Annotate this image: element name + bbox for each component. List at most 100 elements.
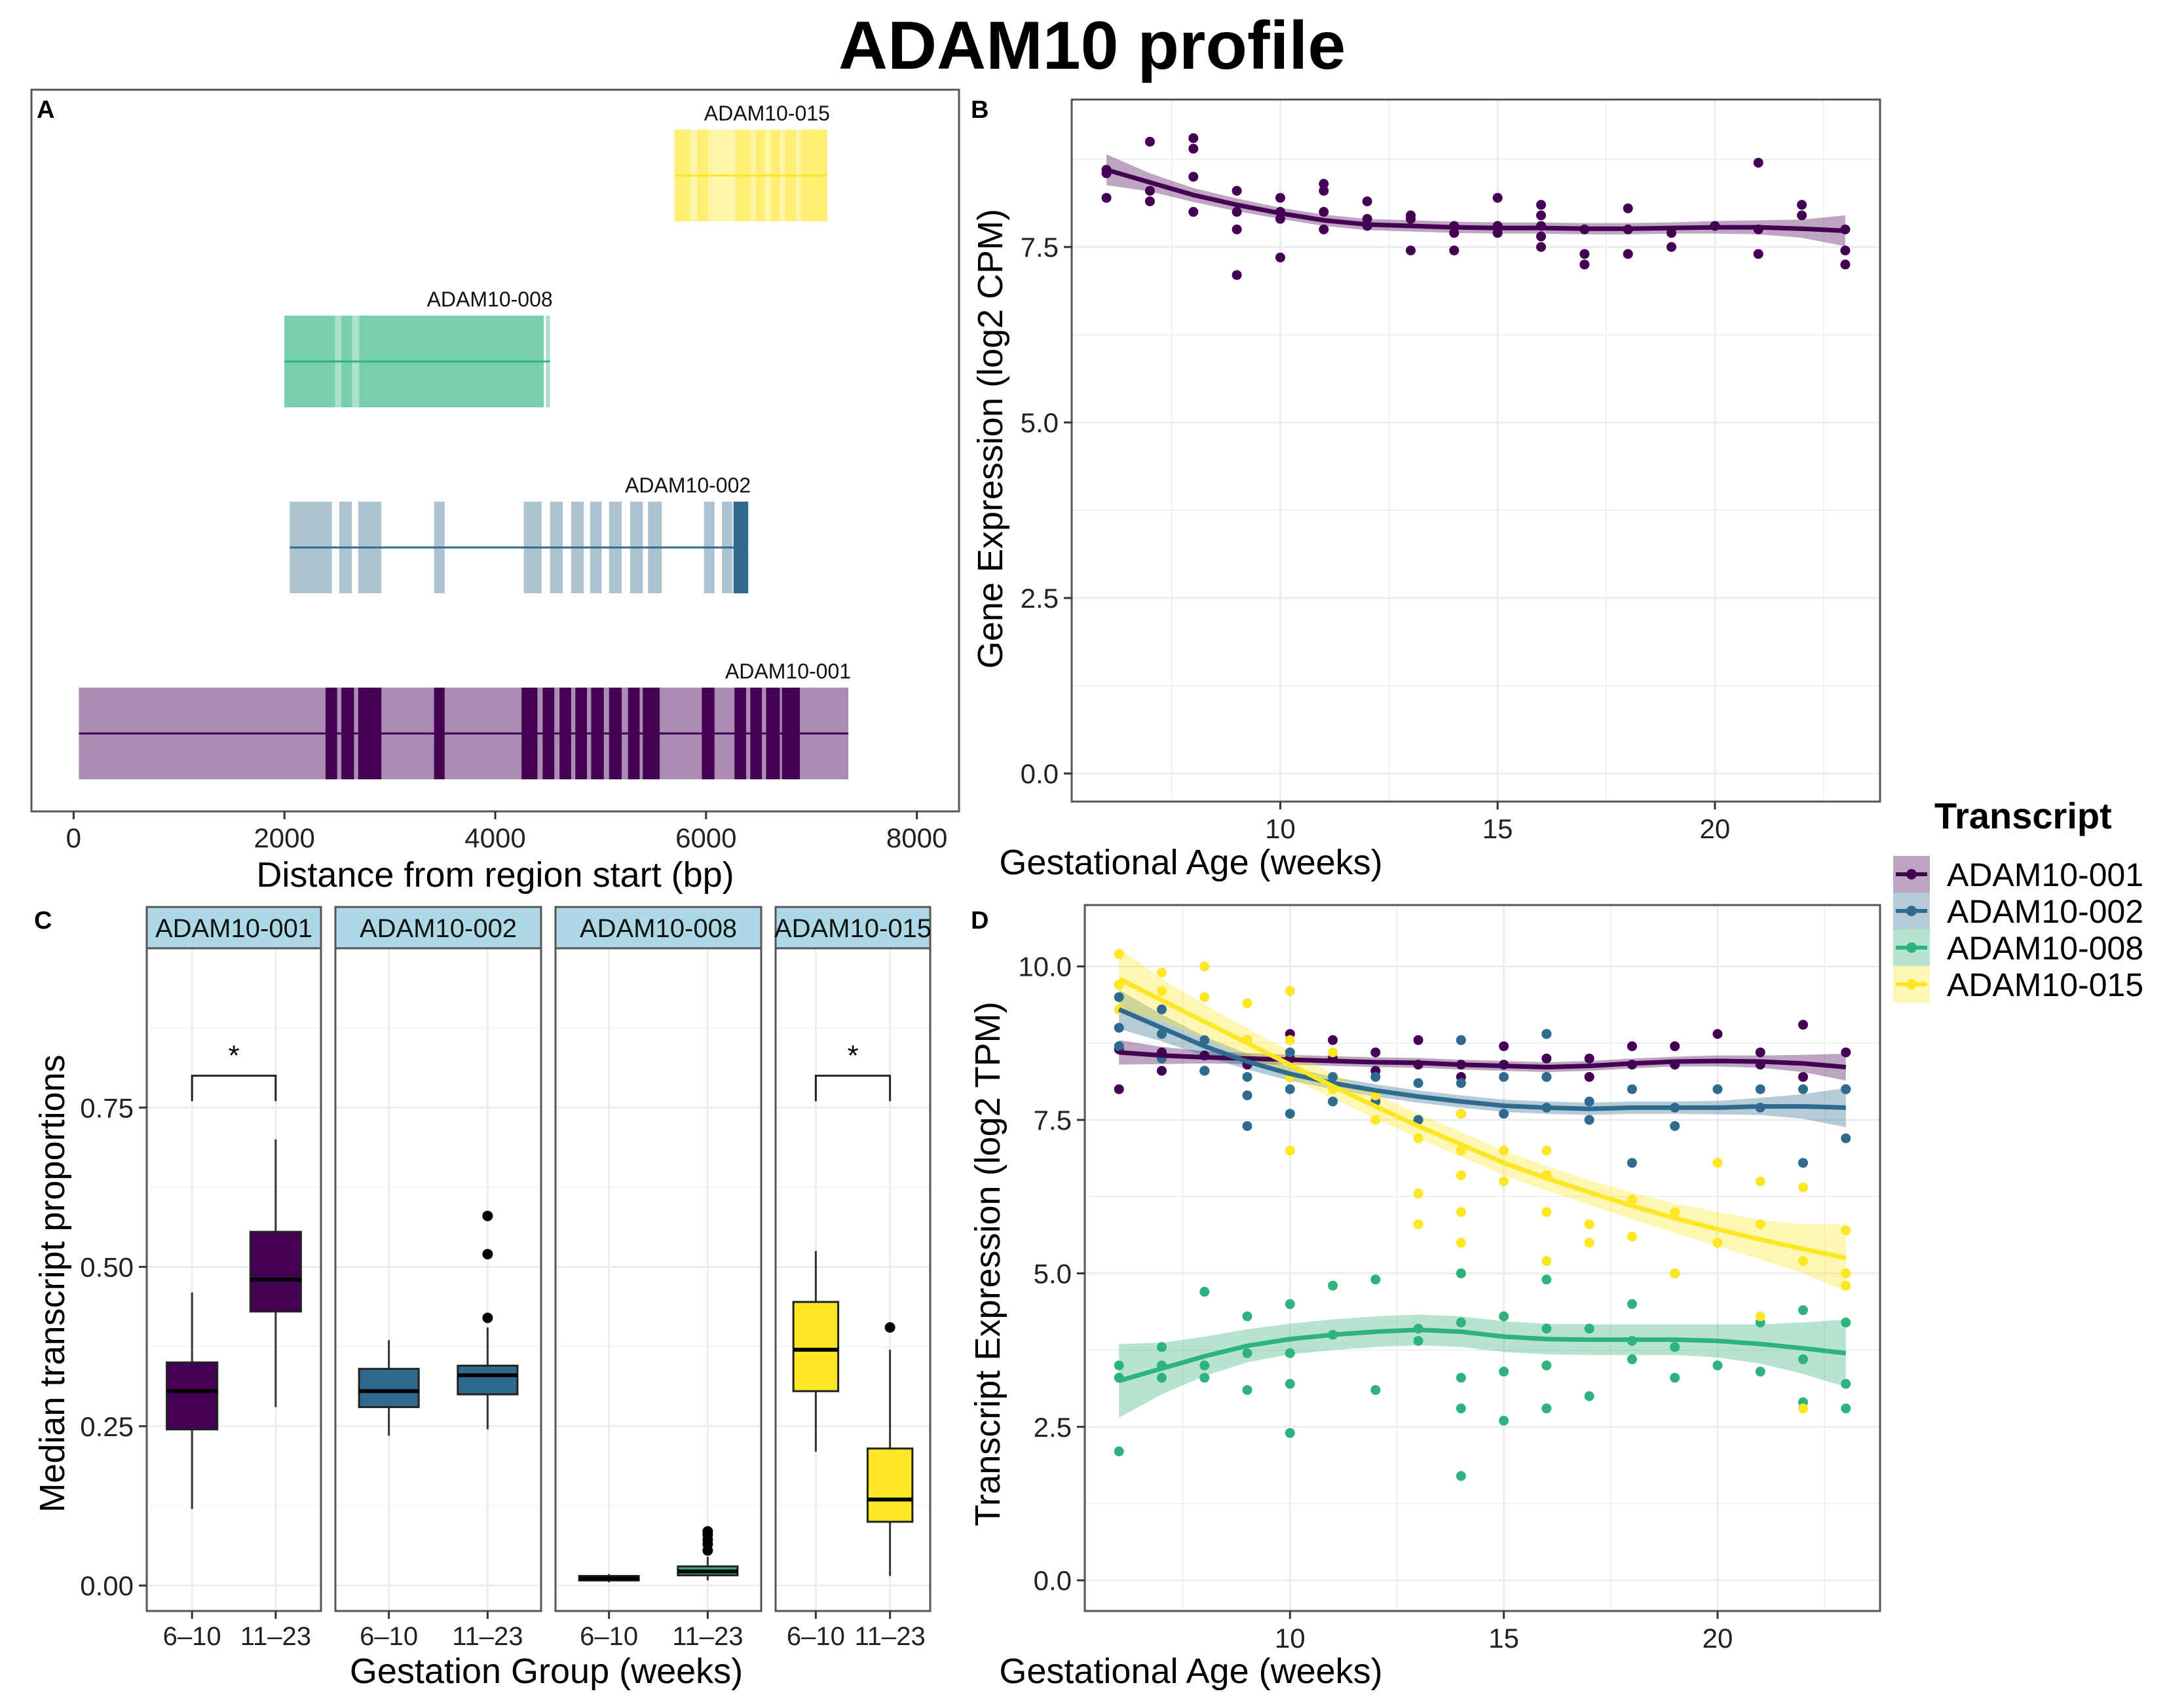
x-tick-label: 6–10: [580, 1622, 638, 1651]
data-point-adam10-008: [1156, 1342, 1167, 1352]
data-point-adam10-008: [1456, 1471, 1466, 1481]
x-tick-label: 20: [1703, 1623, 1733, 1654]
panel-b-y-axis-title: Gene Expression (log2 CPM): [971, 209, 1010, 669]
data-point-adam10-015: [1456, 1145, 1466, 1156]
box-outlier: [702, 1526, 713, 1537]
box-outlier: [482, 1312, 493, 1324]
data-point-adam10-008: [1242, 1348, 1252, 1358]
significance-star: *: [228, 1040, 239, 1072]
legend-item-adam10-002: ADAM10-002: [1893, 893, 2143, 930]
panel-d-transcript-expression: D 0.0 2.5 5.0 7.5 10.0 10 15 20 Gestational Age…: [968, 904, 1881, 1691]
data-point-adam10-001: [1232, 207, 1242, 217]
data-point-adam10-001: [1275, 252, 1285, 263]
data-point-adam10-002: [1114, 1041, 1124, 1052]
data-point-adam10-001: [1232, 270, 1242, 280]
panel-c-x-axis-title: Gestation Group (weeks): [350, 1652, 743, 1691]
data-point-adam10-001: [1114, 1084, 1124, 1094]
x-tick-label: 6–10: [787, 1622, 845, 1651]
data-point-adam10-008: [1285, 1428, 1295, 1438]
data-point-adam10-001: [1328, 1035, 1338, 1045]
y-tick-label: 0.50: [80, 1252, 134, 1283]
legend-item-adam10-008: ADAM10-008: [1893, 929, 2143, 967]
data-point-adam10-015: [1456, 1207, 1466, 1217]
data-point-adam10-008: [1499, 1366, 1509, 1377]
data-point-adam10-002: [1798, 1158, 1809, 1168]
panel-b-tag: B: [971, 96, 988, 124]
data-point-adam10-015: [1541, 1145, 1552, 1156]
x-tick-label: 11–23: [855, 1622, 926, 1651]
data-point-adam10-001: [1536, 210, 1547, 221]
data-point-adam10-002: [1456, 1078, 1466, 1088]
data-point-adam10-015: [1370, 1115, 1381, 1125]
data-point-adam10-001: [1627, 1041, 1637, 1052]
data-point-adam10-008: [1156, 1373, 1167, 1383]
data-point-adam10-002: [1156, 1029, 1167, 1039]
data-point-adam10-001: [1623, 203, 1633, 213]
data-point-adam10-001: [1492, 193, 1503, 203]
data-point-adam10-002: [1627, 1158, 1637, 1168]
data-point-adam10-001: [1405, 245, 1416, 255]
data-point-adam10-008: [1499, 1415, 1509, 1426]
box-body: [457, 1364, 519, 1396]
data-point-adam10-008: [1199, 1373, 1210, 1383]
facet-strip-label: ADAM10-001: [155, 914, 312, 943]
data-point-adam10-002: [1541, 1071, 1552, 1082]
data-point-adam10-015: [1413, 1219, 1423, 1229]
data-point-adam10-002: [1285, 1084, 1295, 1094]
data-point-adam10-008: [1541, 1403, 1552, 1414]
data-point-adam10-002: [1541, 1029, 1552, 1039]
facet-strip: [554, 906, 763, 950]
data-point-adam10-015: [1199, 961, 1210, 972]
data-point-adam10-001: [1670, 1041, 1680, 1052]
data-point-adam10-001: [1797, 200, 1807, 210]
plot-background: [1072, 100, 1880, 802]
x-tick-label: 4000: [464, 823, 525, 853]
data-point-adam10-002: [1242, 1071, 1252, 1082]
plot-background: [1085, 905, 1880, 1611]
data-point-adam10-002: [1798, 1084, 1809, 1094]
data-point-adam10-008: [1456, 1317, 1466, 1327]
data-point-adam10-002: [1499, 1071, 1509, 1082]
data-point-adam10-002: [1285, 1047, 1295, 1058]
data-point-adam10-008: [1798, 1305, 1809, 1316]
box-outlier: [482, 1249, 493, 1260]
facet-adam10-015: ADAM10-015 * 6–10 11–23: [774, 906, 932, 1651]
data-point-adam10-001: [1144, 136, 1155, 147]
data-point-adam10-001: [1101, 193, 1112, 203]
data-point-adam10-002: [1156, 1004, 1167, 1014]
data-point-adam10-002: [1670, 1121, 1680, 1131]
data-point-adam10-008: [1627, 1299, 1637, 1309]
data-point-adam10-001: [1755, 1047, 1765, 1058]
smooth-line-adam10-008: [1118, 1327, 1847, 1383]
y-tick-label: 5.0: [1021, 407, 1059, 438]
transcript-model: ADAM10-008: [284, 287, 553, 407]
data-point-adam10-001: [1362, 196, 1372, 206]
y-tick-label: 7.5: [1034, 1105, 1072, 1136]
data-point-adam10-001: [1449, 228, 1459, 238]
data-point-adam10-001: [1275, 213, 1285, 224]
axis-ticks: 0.0 2.5 5.0 7.5 10 15 20: [1021, 232, 1731, 844]
data-point-adam10-001: [1275, 193, 1285, 203]
smooth-line-adam10-002: [1118, 1007, 1846, 1111]
data-point-adam10-015: [1541, 1207, 1552, 1217]
transcript-model: ADAM10-002: [290, 473, 751, 593]
x-tick-label: 11–23: [240, 1622, 311, 1651]
data-point-adam10-015: [1499, 1176, 1509, 1187]
data-point-adam10-015: [1627, 1195, 1637, 1205]
data-point-adam10-015: [1156, 967, 1167, 978]
panel-a-transcript-models: ADAM10-015 ADAM10-008 ADAM10-002 ADAM10-001: [79, 102, 851, 779]
data-point-adam10-015: [1670, 1207, 1680, 1217]
legend-key-point: [1906, 979, 1917, 990]
data-point-adam10-015: [1328, 1047, 1338, 1058]
data-point-adam10-001: [1798, 1020, 1809, 1030]
facet-strip-label: ADAM10-008: [580, 914, 737, 943]
data-point-adam10-001: [1797, 210, 1807, 221]
data-point-adam10-008: [1242, 1385, 1252, 1396]
y-tick-label: 2.5: [1021, 583, 1059, 614]
data-point-adam10-001: [1536, 231, 1547, 242]
data-point-adam10-001: [1188, 143, 1199, 154]
x-tick-label: 15: [1488, 1623, 1519, 1654]
legend-item-adam10-001: ADAM10-001: [1893, 856, 2143, 893]
legend-title: Transcript: [1934, 795, 2112, 836]
data-point-adam10-002: [1584, 1096, 1594, 1107]
